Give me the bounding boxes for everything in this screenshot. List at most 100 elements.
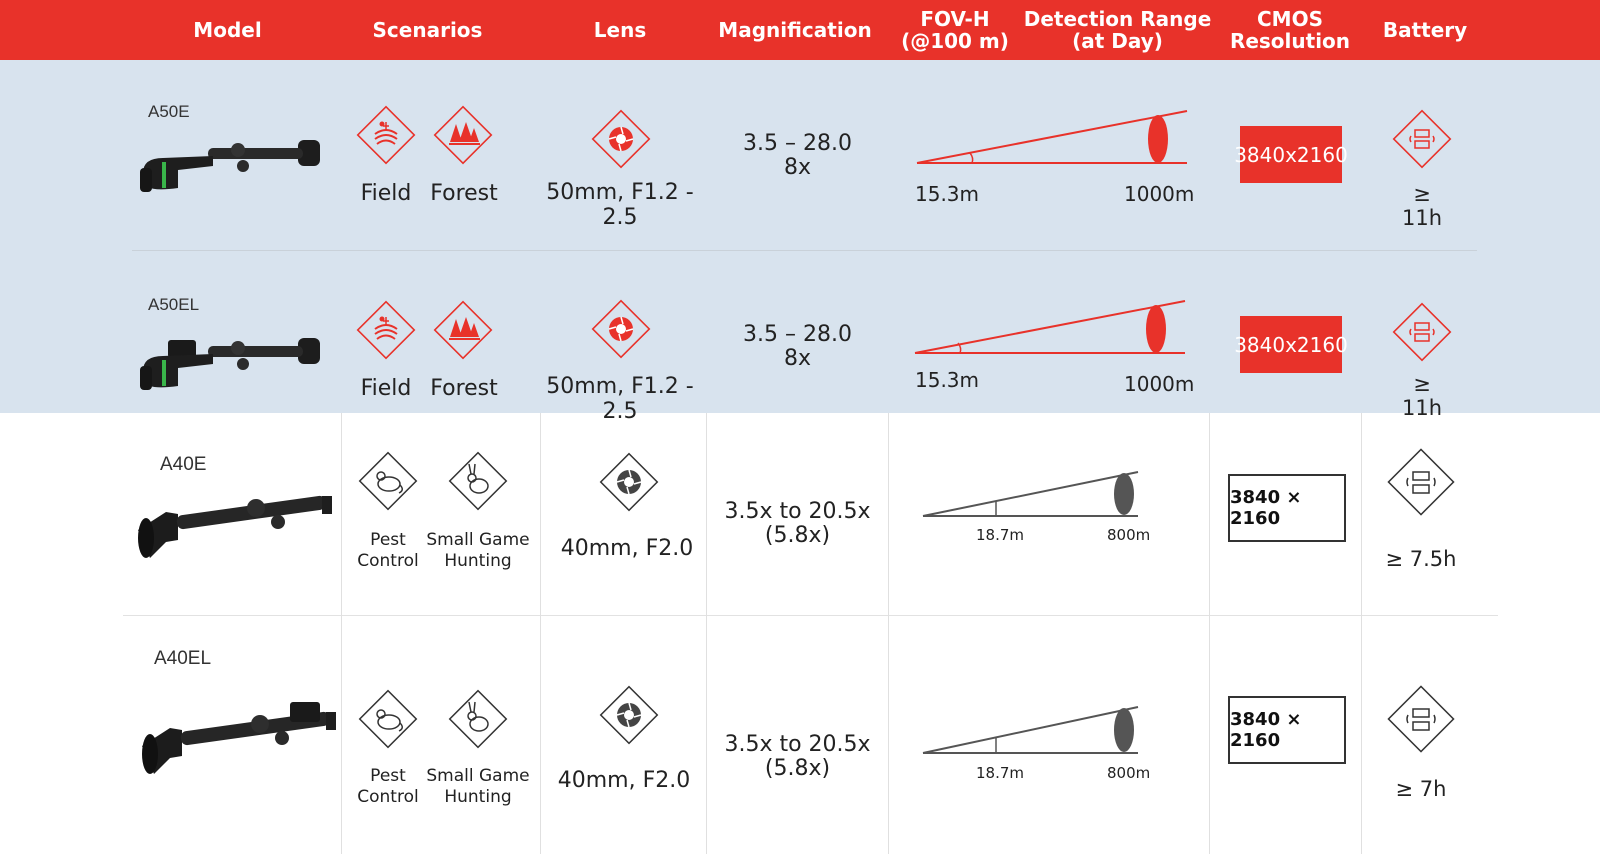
detection-diagram xyxy=(922,706,1139,754)
header-model: Model xyxy=(150,0,305,60)
table-header: Model Scenarios Lens Magnification FOV-H… xyxy=(0,0,1600,60)
column-divider xyxy=(1361,413,1362,854)
magnification-range: 3.5x to 20.5x xyxy=(724,499,871,524)
resolution-badge: 3840 × 2160 xyxy=(1228,696,1346,764)
resolution-value: 3840 × 2160 xyxy=(1230,487,1302,529)
header-lens-label: Lens xyxy=(593,18,647,42)
aperture-icon xyxy=(591,299,651,359)
magnification-value: 3.5x to 20.5x (5.8x) xyxy=(715,733,880,781)
header-lens: Lens xyxy=(560,0,680,60)
fov-value: 18.7m xyxy=(976,526,1025,544)
resolution-value: 3840x2160 xyxy=(1234,332,1348,357)
column-divider xyxy=(1209,413,1210,854)
battery-value: ≥ 11h xyxy=(1401,372,1443,420)
aperture-icon xyxy=(591,109,651,169)
model-name: A50EL xyxy=(148,295,200,314)
fov-value: 18.7m xyxy=(976,764,1025,782)
resolution-value: 3840x2160 xyxy=(1234,142,1348,167)
scope-image xyxy=(142,702,336,774)
scenario-label: Forest xyxy=(430,376,498,401)
header-model-label: Model xyxy=(193,18,262,42)
magnification-range: 3.5x to 20.5x xyxy=(724,732,871,757)
rabbit-icon xyxy=(448,689,508,749)
scenario-label: Small Game Hunting xyxy=(425,530,531,572)
lens-value: 40mm, F2.0 xyxy=(560,536,694,561)
magnification-factor: (5.8x) xyxy=(764,756,831,781)
rabbit-icon xyxy=(448,451,508,511)
pest-icon xyxy=(358,451,418,511)
header-detection-line2: (at Day) xyxy=(1072,29,1163,53)
scenario-label: Field xyxy=(360,376,412,401)
scenario-label-line: Control xyxy=(357,787,419,807)
scenario-label: Pest Control xyxy=(350,766,426,808)
field-icon xyxy=(356,105,416,165)
resolution-badge: 3840 × 2160 xyxy=(1228,474,1346,542)
detection-value: 800m xyxy=(1107,764,1151,782)
magnification-factor: 8x xyxy=(783,346,812,371)
battery-value: ≥ 7.5h xyxy=(1385,547,1457,571)
model-name: A40EL xyxy=(154,648,212,669)
pest-icon xyxy=(358,689,418,749)
header-cmos-line1: CMOS xyxy=(1257,7,1323,31)
field-icon xyxy=(356,300,416,360)
fov-value: 15.3m xyxy=(915,182,980,206)
header-fov-line2: (@100 m) xyxy=(901,29,1009,53)
scope-image xyxy=(140,140,320,192)
scenario-label-line: Hunting xyxy=(444,787,512,807)
header-battery-label: Battery xyxy=(1382,18,1468,42)
column-divider xyxy=(706,413,707,854)
battery-value: ≥ 11h xyxy=(1401,182,1443,230)
detection-value: 1000m xyxy=(1124,372,1195,396)
battery-swap-icon xyxy=(1387,448,1455,516)
scope-image xyxy=(140,338,320,390)
header-detection: Detection Range (at Day) xyxy=(1020,0,1215,60)
header-battery: Battery xyxy=(1370,0,1480,60)
scope-image xyxy=(138,495,332,558)
lens-value: 50mm, F1.2 - 2.5 xyxy=(546,374,694,424)
header-detection-line1: Detection Range xyxy=(1023,7,1212,31)
header-scenarios: Scenarios xyxy=(340,0,515,60)
detection-diagram xyxy=(914,300,1186,354)
scenario-label: Field xyxy=(360,181,412,206)
scenario-label: Small Game Hunting xyxy=(425,766,531,808)
battery-swap-icon xyxy=(1387,685,1455,753)
header-cmos: CMOS Resolution xyxy=(1225,0,1355,60)
battery-swap-icon xyxy=(1392,302,1452,362)
row-divider xyxy=(123,615,1498,616)
battery-value: ≥ 7h xyxy=(1395,777,1447,801)
magnification-factor: 8x xyxy=(783,155,812,180)
magnification-value: 3.5x to 20.5x (5.8x) xyxy=(715,500,880,548)
column-divider xyxy=(341,413,342,854)
fov-value: 15.3m xyxy=(915,368,980,392)
detection-diagram xyxy=(922,471,1139,517)
magnification-range: 3.5 – 28.0 xyxy=(743,131,852,156)
scenario-label: Forest xyxy=(430,181,498,206)
scenario-label-line: Hunting xyxy=(444,551,512,571)
resolution-badge: 3840x2160 xyxy=(1234,126,1348,183)
header-fov: FOV-H (@100 m) xyxy=(895,0,1015,60)
column-divider xyxy=(540,413,541,854)
scenario-label-line: Small Game xyxy=(426,766,530,786)
header-fov-line1: FOV-H xyxy=(920,7,990,31)
lens-value: 50mm, F1.2 - 2.5 xyxy=(546,180,694,230)
header-scenarios-label: Scenarios xyxy=(372,18,483,42)
aperture-icon xyxy=(599,685,659,745)
lens-value: 40mm, F2.0 xyxy=(557,768,691,793)
forest-icon xyxy=(433,105,493,165)
forest-icon xyxy=(433,300,493,360)
magnification-value: 3.5 – 28.0 8x xyxy=(720,323,875,371)
detection-diagram xyxy=(916,110,1188,164)
detection-value: 1000m xyxy=(1124,182,1195,206)
header-magnification-label: Magnification xyxy=(718,18,872,42)
model-name: A40E xyxy=(160,454,207,475)
aperture-icon xyxy=(599,452,659,512)
column-divider xyxy=(888,413,889,854)
magnification-value: 3.5 – 28.0 8x xyxy=(720,132,875,180)
detection-value: 800m xyxy=(1107,526,1151,544)
scenario-label-line: Pest xyxy=(370,530,406,550)
scenario-label-line: Control xyxy=(357,551,419,571)
magnification-range: 3.5 – 28.0 xyxy=(743,322,852,347)
battery-swap-icon xyxy=(1392,109,1452,169)
model-name: A50E xyxy=(148,102,190,121)
header-magnification: Magnification xyxy=(715,0,875,60)
